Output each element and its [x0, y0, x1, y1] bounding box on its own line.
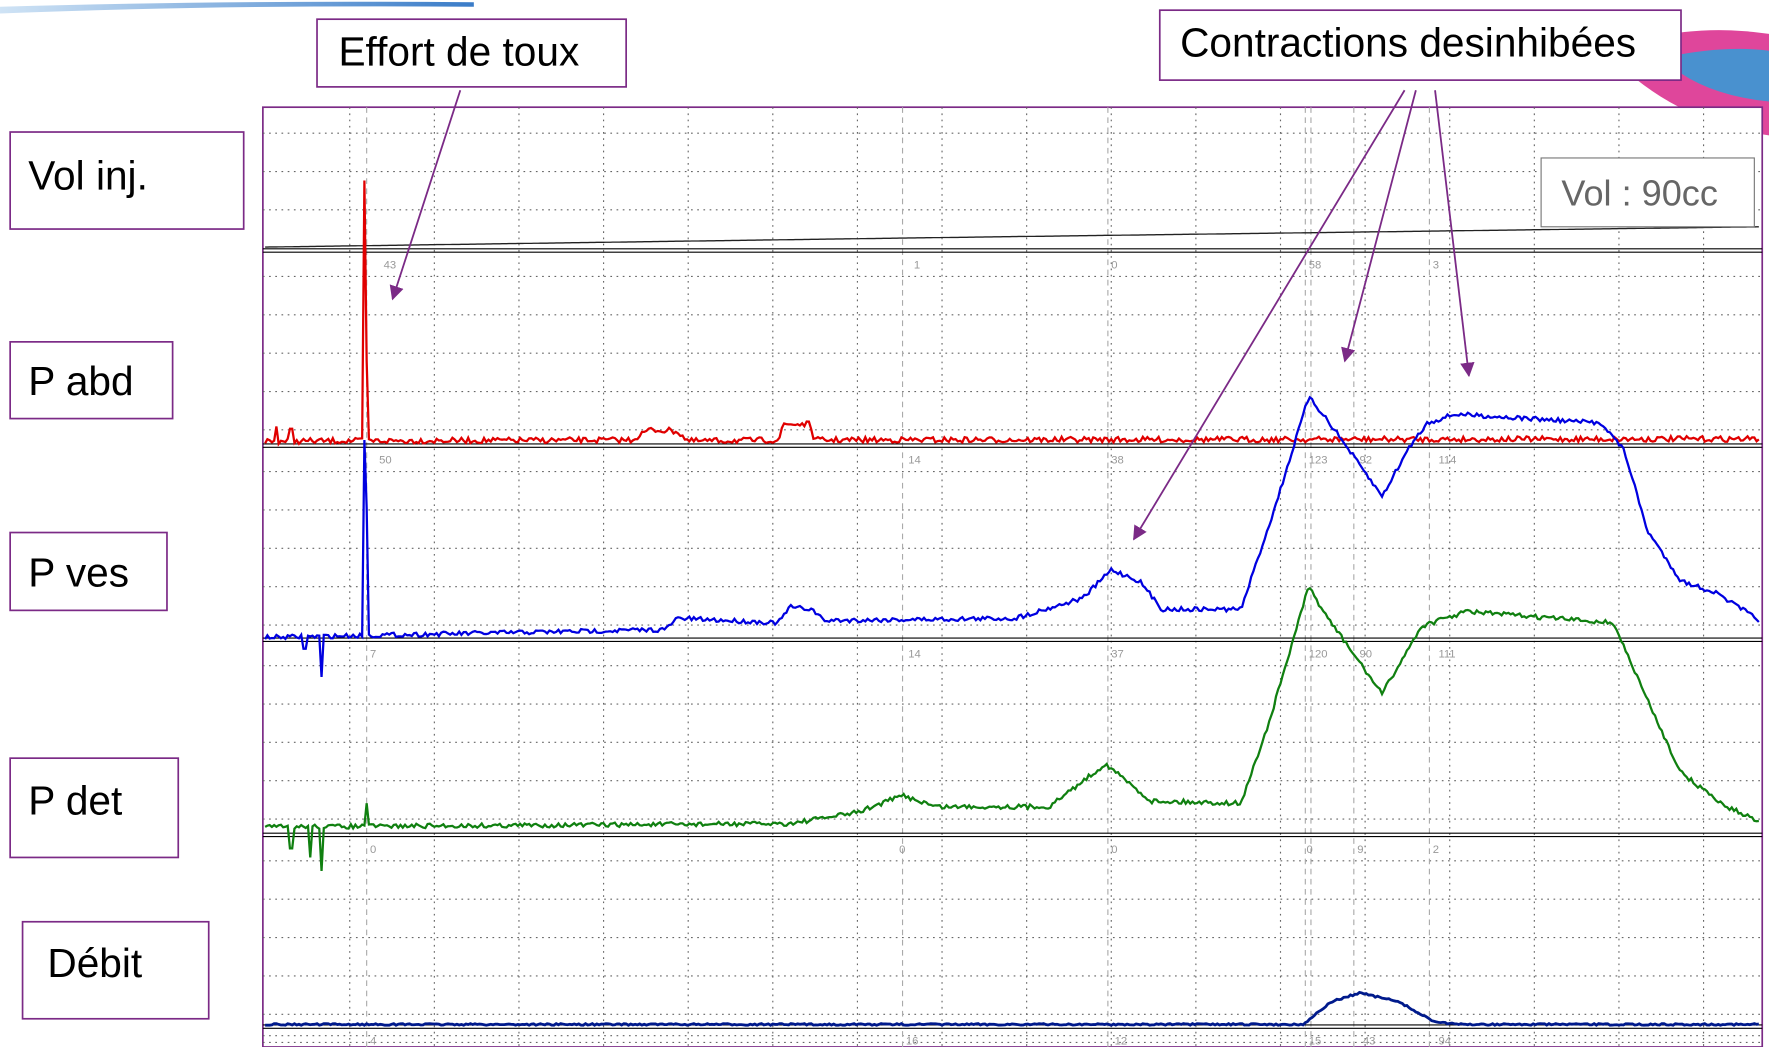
volume-note: Vol : 90cc [1561, 172, 1718, 213]
event-marker: 114 [1438, 455, 1456, 467]
event-marker: 7 [370, 649, 376, 661]
swoosh [0, 1, 474, 14]
volume-box [1540, 157, 1755, 228]
label-box [9, 757, 180, 859]
logo [1669, 48, 1769, 102]
event-marker: 123 [1309, 455, 1328, 467]
event-marker: 94 [1438, 1036, 1451, 1047]
event-marker: 92 [1359, 455, 1372, 467]
event-marker: 12 [1115, 1036, 1128, 1047]
event-marker: 111 [1438, 649, 1455, 661]
event-marker: 0 [899, 844, 905, 856]
event-marker: 90 [1359, 649, 1372, 661]
event-marker: 15 [1309, 1036, 1322, 1047]
event-marker: 43 [1363, 1036, 1376, 1047]
annotation: Effort de toux [338, 28, 579, 74]
channel-label: Débit [47, 940, 142, 986]
label-box [21, 920, 210, 1020]
label-box [9, 341, 174, 420]
event-marker: 120 [1309, 649, 1328, 661]
event-marker: 0 [1111, 844, 1117, 856]
event-marker: 9 [1357, 844, 1363, 856]
annotation: Contractions desinhibées [1180, 19, 1636, 65]
channel-label: P abd [28, 358, 133, 404]
channel-label: P ves [28, 550, 129, 596]
annotation-box [1158, 9, 1682, 81]
trace [264, 395, 1760, 677]
event-marker: 3 [1433, 260, 1439, 272]
trace [265, 226, 1759, 248]
arrow [1133, 89, 1406, 541]
event-marker: 0 [1111, 260, 1117, 272]
channel-label: P det [28, 778, 122, 824]
event-marker: 58 [1309, 260, 1322, 272]
event-marker: 14 [908, 455, 921, 467]
event-marker: 2 [1433, 844, 1439, 856]
trace [265, 990, 1759, 1027]
event-marker: 0 [1306, 844, 1312, 856]
event-marker: 14 [908, 649, 921, 661]
event-marker: 38 [1111, 455, 1124, 467]
label-box [9, 131, 245, 230]
event-marker: 16 [906, 1036, 919, 1047]
trace [264, 180, 1760, 447]
event-marker: 43 [384, 260, 397, 272]
annotation-box [316, 18, 627, 88]
event-marker: 50 [379, 455, 392, 467]
label-box [9, 531, 168, 612]
event-marker: 0 [370, 844, 376, 856]
event-marker: 4 [370, 1036, 376, 1047]
channel-label: Vol inj. [28, 153, 148, 199]
event-marker: 1 [914, 260, 920, 272]
trace [264, 586, 1759, 872]
arrow [1434, 90, 1475, 378]
chart-frame [262, 106, 1764, 1047]
arrow [1341, 90, 1417, 363]
arrow [389, 89, 462, 301]
traces [264, 180, 1760, 1027]
event-marker: 37 [1111, 649, 1124, 661]
